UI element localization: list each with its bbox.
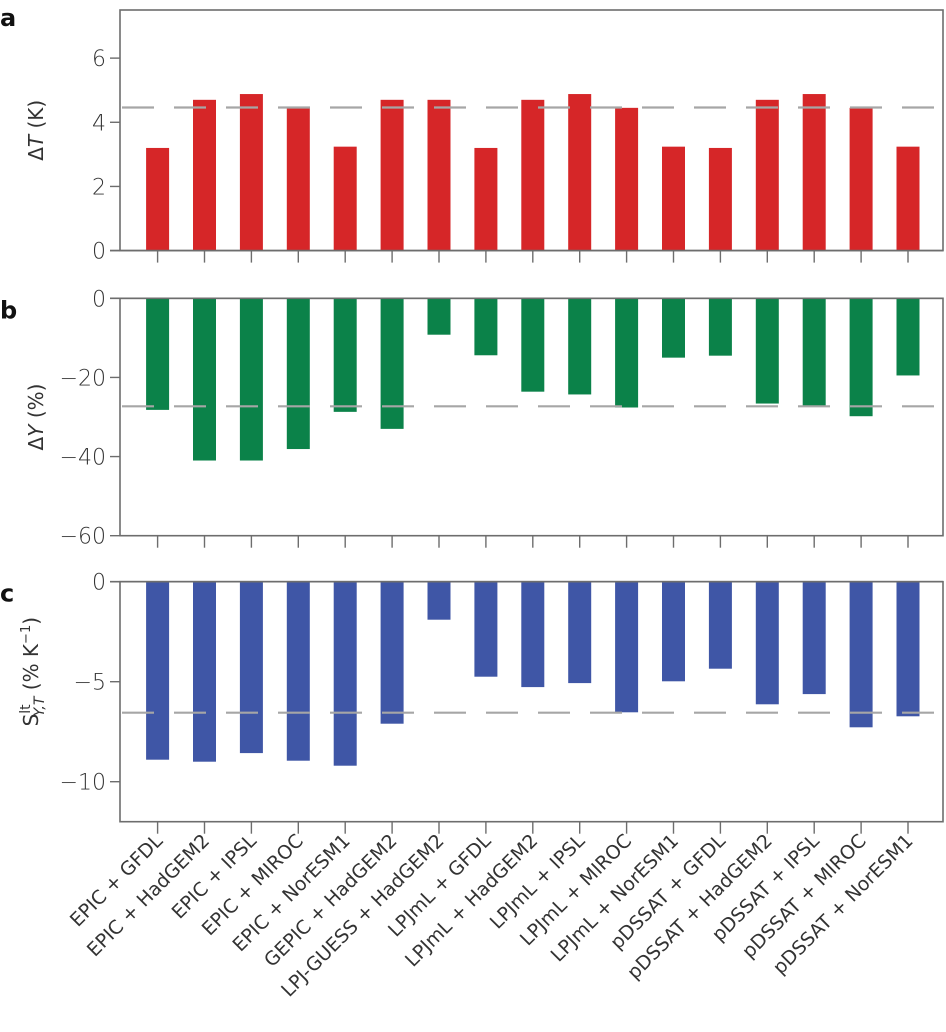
- y-axis-label-a: ΔT (K): [24, 100, 48, 161]
- bar-c-2: [193, 581, 216, 762]
- bar-b-15: [802, 298, 826, 406]
- bar-c-7: [427, 581, 451, 620]
- y-tick-label-a: 4: [92, 111, 106, 136]
- bar-a-3: [239, 94, 263, 251]
- bar-c-9: [521, 581, 545, 688]
- panel-b: 0 −20 −40 −60 b ΔY (%): [0, 287, 944, 550]
- y-tick-label-c: −5: [74, 671, 106, 696]
- y-tick-label-a: 0: [92, 240, 106, 265]
- bar-a-4: [286, 107, 310, 251]
- bar-a-15: [802, 94, 826, 251]
- bar-c-4: [286, 581, 310, 761]
- bar-a-11: [615, 107, 639, 251]
- bar-b-10: [568, 298, 592, 395]
- bar-c-6: [380, 581, 404, 724]
- y-tick-label-c: −10: [60, 771, 106, 796]
- bar-a-16: [849, 107, 873, 251]
- panel-letter-b: b: [0, 296, 17, 324]
- y-tick-label-b: −60: [60, 525, 106, 550]
- bar-a-10: [568, 94, 592, 251]
- bar-c-13: [708, 581, 732, 669]
- bar-c-3: [239, 581, 263, 754]
- bar-b-12: [662, 298, 685, 358]
- bar-a-7: [427, 99, 451, 251]
- bar-b-7: [427, 298, 451, 335]
- bar-b-11: [615, 298, 639, 408]
- y-tick-label-b: −40: [60, 446, 106, 471]
- bar-a-13: [708, 147, 732, 251]
- bar-c-8: [474, 581, 498, 677]
- bar-b-5: [333, 298, 357, 412]
- y-tick-label-a: 6: [92, 47, 106, 72]
- bar-b-4: [286, 298, 310, 450]
- bar-b-2: [193, 298, 216, 461]
- bar-b-3: [239, 298, 263, 461]
- bar-c-5: [333, 581, 357, 766]
- bar-b-8: [474, 298, 498, 356]
- bar-b-14: [755, 298, 779, 404]
- bar-a-9: [521, 99, 545, 251]
- bar-a-17: [896, 146, 920, 251]
- y-tick-label-a: 2: [92, 175, 106, 200]
- bar-c-16: [849, 581, 873, 728]
- bar-c-11: [615, 581, 639, 713]
- bar-c-17: [896, 581, 920, 717]
- bar-a-5: [333, 146, 357, 251]
- panel-a: 0 2 4 6 a ΔT (K): [0, 4, 944, 265]
- bar-c-1: [146, 581, 170, 760]
- y-tick-label-b: −20: [60, 366, 106, 391]
- panel-letter-c: c: [0, 580, 14, 608]
- panel-letter-a: a: [0, 4, 16, 32]
- bar-b-13: [708, 298, 732, 356]
- bar-a-8: [474, 147, 498, 251]
- y-tick-label-b: 0: [92, 287, 106, 312]
- bar-c-12: [662, 581, 685, 682]
- y-axis-label-c: SltY,T (% K−1): [18, 617, 48, 726]
- bar-b-9: [521, 298, 545, 392]
- bar-a-6: [380, 99, 404, 251]
- bar-a-1: [146, 147, 170, 251]
- bar-b-6: [380, 298, 404, 429]
- bar-c-14: [755, 581, 779, 705]
- bar-a-14: [755, 99, 779, 251]
- y-tick-label-c: 0: [92, 571, 106, 596]
- bar-c-10: [568, 581, 592, 684]
- bar-b-17: [896, 298, 920, 376]
- bar-a-2: [193, 99, 216, 251]
- bar-b-16: [849, 298, 873, 417]
- bar-a-12: [662, 146, 685, 251]
- y-axis-label-b: ΔY (%): [24, 384, 48, 451]
- bar-b-1: [146, 298, 170, 410]
- bar-c-15: [802, 581, 826, 695]
